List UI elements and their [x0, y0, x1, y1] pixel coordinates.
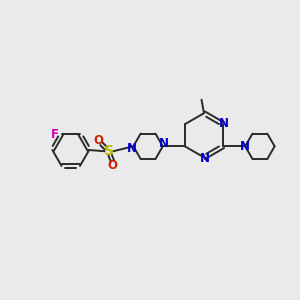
Text: S: S: [104, 144, 114, 158]
Text: N: N: [240, 140, 250, 153]
Text: O: O: [107, 159, 118, 172]
Text: O: O: [94, 134, 103, 147]
Text: N: N: [159, 137, 169, 150]
Text: N: N: [200, 152, 210, 165]
Text: N: N: [219, 116, 229, 130]
Text: N: N: [127, 142, 137, 155]
Text: F: F: [51, 128, 59, 141]
